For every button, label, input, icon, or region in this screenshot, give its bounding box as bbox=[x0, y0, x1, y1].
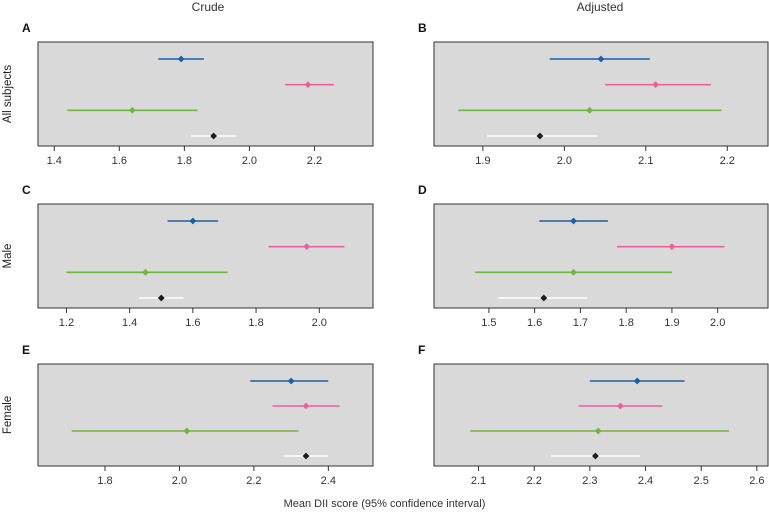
panel-e-estimate-marker-1 bbox=[287, 377, 295, 385]
panel-a-tick-label: 1.6 bbox=[112, 155, 127, 167]
panel-f-tick-label: 2.2 bbox=[527, 475, 542, 487]
panel-b-tick-label: 1.9 bbox=[475, 155, 490, 167]
panel-f-tick-label: 2.4 bbox=[638, 475, 653, 487]
panel-e-tick-label: 2.2 bbox=[246, 475, 261, 487]
panel-a-tick-label: 1.4 bbox=[47, 155, 62, 167]
row-label-3: Female bbox=[2, 396, 14, 434]
panel-c-tick-label: 1.8 bbox=[248, 317, 263, 329]
panel-f-tick-label: 2.5 bbox=[694, 475, 709, 487]
panel-d-estimate-marker-4 bbox=[540, 294, 548, 302]
panel-c-background bbox=[37, 203, 374, 309]
column-title-crude: Crude bbox=[191, 0, 225, 14]
panel-e-tick-label: 2.4 bbox=[321, 475, 336, 487]
panel-b-estimate-marker-1 bbox=[597, 55, 605, 63]
panel-c-tick-label: 1.2 bbox=[59, 317, 74, 329]
x-axis-label: Mean DII score (95% confidence interval) bbox=[283, 498, 486, 510]
panel-a-background bbox=[37, 41, 374, 147]
panel-d-tick-label: 1.8 bbox=[619, 317, 634, 329]
panel-b-letter: B bbox=[418, 21, 427, 35]
panel-a-tick-label: 2.2 bbox=[307, 155, 322, 167]
panel-d-tick-label: 1.9 bbox=[664, 317, 679, 329]
panel-f-tick-label: 2.1 bbox=[471, 475, 486, 487]
panel-f-estimate-marker-2 bbox=[617, 402, 624, 410]
panel-e-estimate-marker-3 bbox=[183, 427, 191, 435]
row-label-1: All subjects bbox=[2, 65, 14, 123]
panel-d-tick-label: 1.5 bbox=[481, 317, 496, 329]
panel-f-letter: F bbox=[418, 343, 425, 357]
panel-f-tick-label: 2.6 bbox=[749, 475, 764, 487]
panel-c-estimate-marker-1 bbox=[189, 217, 197, 225]
panel-d-background bbox=[433, 203, 769, 309]
panel-d-tick-label: 2.0 bbox=[710, 317, 725, 329]
panel-b-tick-label: 2.1 bbox=[638, 155, 653, 167]
panel-f-estimate-marker-1 bbox=[633, 377, 641, 385]
panel-d-estimate-marker-3 bbox=[570, 268, 577, 276]
panel-b-estimate-marker-4 bbox=[536, 132, 544, 140]
panel-a-letter: A bbox=[22, 21, 31, 35]
panel-b-estimate-marker-3 bbox=[586, 106, 593, 114]
panel-d-letter: D bbox=[418, 183, 427, 197]
panel-c-estimate-marker-2 bbox=[303, 243, 311, 251]
panel-e-tick-label: 1.8 bbox=[97, 475, 112, 487]
panel-e-tick-label: 2.0 bbox=[172, 475, 187, 487]
panel-f-estimate-marker-4 bbox=[592, 452, 599, 460]
panel-d-tick-label: 1.6 bbox=[527, 317, 542, 329]
panel-d-tick-label: 1.7 bbox=[573, 317, 588, 329]
column-title-adjusted: Adjusted bbox=[576, 0, 624, 14]
panel-c-estimate-marker-4 bbox=[157, 294, 165, 302]
panel-c-estimate-marker-3 bbox=[142, 268, 149, 276]
panel-f-background bbox=[433, 363, 769, 467]
panel-b-estimate-marker-2 bbox=[652, 81, 659, 89]
panel-e-background bbox=[37, 363, 374, 467]
panel-e-estimate-marker-4 bbox=[302, 452, 310, 460]
panel-b-tick-label: 2.0 bbox=[557, 155, 572, 167]
panel-c-tick-label: 2.0 bbox=[312, 317, 327, 329]
panel-a-tick-label: 2.0 bbox=[242, 155, 257, 167]
panel-e-letter: E bbox=[22, 343, 30, 357]
panel-a-estimate-marker-4 bbox=[210, 132, 218, 140]
panel-f-tick-label: 2.3 bbox=[582, 475, 597, 487]
panel-a-estimate-marker-3 bbox=[128, 106, 136, 114]
panel-b-tick-label: 2.2 bbox=[720, 155, 735, 167]
panel-c-tick-label: 1.4 bbox=[122, 317, 137, 329]
panel-a-tick-label: 1.8 bbox=[177, 155, 192, 167]
panel-c-tick-label: 1.6 bbox=[185, 317, 200, 329]
panel-d-estimate-marker-1 bbox=[570, 217, 577, 225]
panel-e-estimate-marker-2 bbox=[302, 402, 310, 410]
panel-d-estimate-marker-2 bbox=[668, 243, 676, 251]
row-label-2: Male bbox=[2, 244, 14, 269]
panel-f-estimate-marker-3 bbox=[594, 427, 602, 435]
panel-a-estimate-marker-2 bbox=[304, 81, 312, 89]
panel-a-estimate-marker-1 bbox=[177, 55, 185, 63]
panel-c-letter: C bbox=[22, 183, 31, 197]
